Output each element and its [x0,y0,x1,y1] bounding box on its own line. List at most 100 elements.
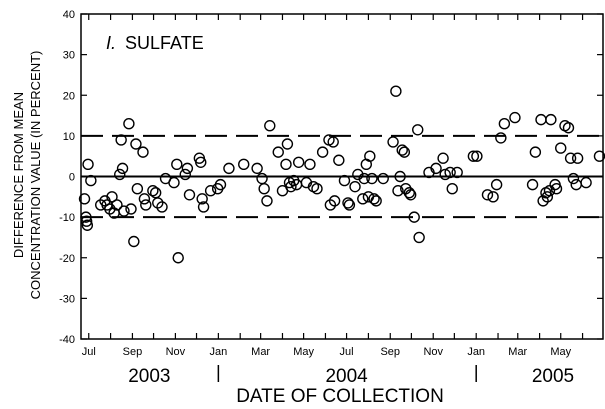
data-point [529,146,542,158]
data-point [413,231,425,244]
data-point [562,122,575,134]
data-point [342,197,354,209]
data-point [564,152,577,164]
data-point [280,158,292,171]
data-point [567,172,580,185]
data-point [396,144,408,156]
x-tick-label: May [293,346,314,358]
data-point [149,187,162,199]
data-point [111,199,123,211]
data-point [481,189,494,201]
year-label: 2004 [325,366,368,387]
data-point [168,176,180,189]
data-point [261,195,273,207]
x-tick-label: Sep [123,346,143,358]
data-point [324,199,337,211]
data-point [316,146,329,158]
x-tick-label: Jul [340,346,354,358]
x-tick-label: Jan [467,346,485,358]
svg-text:I. SULFATE: I. SULFATE [106,33,204,53]
y-axis-title-line-1: DIFFERENCE FROM MEAN [11,92,26,258]
y-tick-label: -10 [59,212,75,224]
data-point [147,185,159,197]
data-point [338,174,351,187]
data-point [272,146,284,158]
y-axis-title-line-2: CONCENTRATION VALUE (IN PERCENT) [28,51,43,300]
x-tick-label: Sep [380,346,400,358]
data-point [437,152,449,164]
year-label: 2003 [128,366,170,387]
data-point [403,187,415,199]
data-point [137,146,149,158]
data-point [343,199,356,211]
data-point [258,182,270,195]
panel-label-prefix: I. [106,33,116,53]
panel-label-text: SULFATE [125,33,204,53]
data-point [256,172,268,185]
data-point [181,162,194,175]
data-point [179,168,191,181]
x-tick-label: Jan [209,346,227,358]
data-point [125,203,137,215]
data-point [467,150,480,162]
x-tick-label: Mar [251,346,270,358]
data-point [495,132,507,144]
data-point [118,205,130,217]
x-tick-label: Nov [166,346,186,358]
data-point [394,170,406,183]
data-point [408,211,420,223]
data-point [550,182,563,195]
data-point [197,201,210,213]
data-point [156,201,168,213]
data-point [571,152,584,164]
data-point [123,117,135,130]
data-point [128,235,140,248]
year-label: 2005 [532,366,574,387]
data-point [349,180,361,193]
data-point [404,189,417,201]
plot-frame [80,13,604,340]
y-tick-label: -20 [59,253,75,265]
data-point [370,195,382,207]
data-point [555,142,567,154]
data-point [509,111,521,124]
data-point [85,174,97,187]
data-point [377,172,389,185]
data-point [471,150,483,162]
data-point [451,166,463,179]
data-point [223,162,235,175]
data-point [570,178,582,191]
y-tick-label: 10 [63,131,75,143]
data-point [357,193,369,205]
data-point [204,185,217,197]
data-point [304,158,316,171]
x-axis-title: DATE OF COLLECTION [236,386,444,407]
data-point [366,172,378,185]
data-point [352,168,364,181]
data-point [398,146,411,158]
data-point [580,176,592,189]
x-tick-label: Mar [508,346,527,358]
data-point [195,156,207,168]
data-point [311,182,323,195]
data-point [328,195,341,207]
data-point [214,178,227,191]
data-point [362,191,375,203]
y-tick-label: 30 [63,50,75,62]
data-point [264,120,276,132]
data-point [292,156,305,168]
data-point [439,168,451,181]
data-point [171,158,183,171]
y-tick-label: -40 [59,334,75,346]
data-point [183,189,196,201]
data-point [446,182,458,195]
data-point [138,193,151,205]
data-point [593,150,605,162]
data-point [358,172,370,185]
data-point [130,138,142,150]
data-point [430,162,442,175]
data-point [444,166,456,179]
data-point [140,199,152,211]
data-point [487,191,499,203]
